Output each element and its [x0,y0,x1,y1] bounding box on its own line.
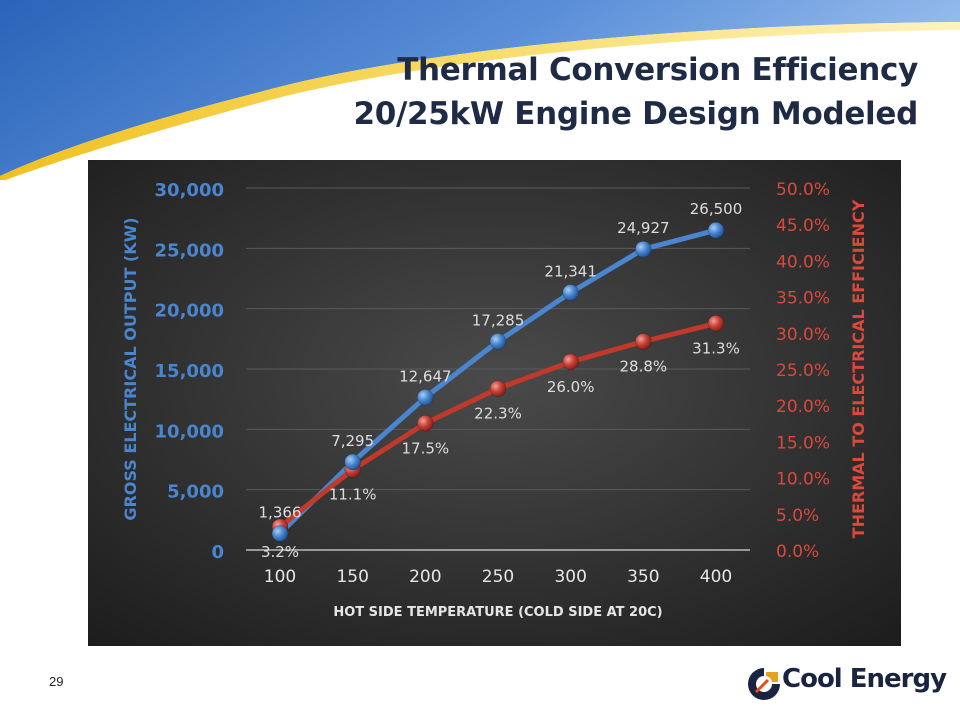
x-axis-tick-label: 100 [264,567,296,587]
efficiency-data-point [417,415,434,432]
efficiency-chart: 0 5,000 10,000 15,000 20,000 25,000 30,000 0.0… [88,160,901,646]
efficiency-data-label: 28.8% [620,357,668,375]
x-axis-tick-label: 250 [482,567,514,587]
right-axis-tick-label: 10.0% [776,470,830,490]
right-axis-tick-label: 25.0% [776,361,830,381]
efficiency-data-label: 31.3% [692,339,740,357]
page-number: 29 [49,674,64,689]
right-axis-tick-label: 5.0% [776,506,819,526]
left-axis-tick-label: 0 [211,542,224,563]
left-axis-tick-label: 25,000 [155,240,224,261]
right-axis-tick-label: 15.0% [776,433,830,453]
slide-title-line-2: 20/25kW Engine Design Modeled [353,96,918,132]
left-axis-tick-label: 10,000 [155,421,224,442]
y-axis-label: GROSS ELECTRICAL OUTPUT (KW) [121,217,140,520]
output-data-label: 24,927 [617,219,670,237]
header-banner [0,0,960,180]
chart-area: 0 5,000 10,000 15,000 20,000 25,000 30,000 0.0… [88,160,901,646]
left-axis-tick-label: 5,000 [167,482,224,503]
efficiency-data-label: 3.2% [261,543,299,561]
left-axis-tick-label: 15,000 [155,361,224,382]
left-axis-tick-label: 30,000 [155,180,224,201]
output-data-label: 1,366 [259,504,302,522]
output-data-point [635,240,652,258]
x-axis-tick-label: 300 [554,567,586,587]
output-data-label: 12,647 [399,367,452,385]
left-axis-tick-label: 20,000 [155,301,224,322]
right-axis-tick-label: 30.0% [776,325,830,345]
output-data-label: 7,295 [331,432,374,450]
output-data-label: 26,500 [690,200,743,218]
output-data-point [562,284,579,301]
slide-title-line-1: Thermal Conversion Efficiency [397,52,918,88]
output-data-point [271,525,289,542]
output-data-point [489,333,507,350]
efficiency-data-point [489,380,507,397]
output-data-point [417,389,434,406]
x-axis-tick-label: 350 [627,567,659,587]
right-axis-tick-label: 20.0% [776,397,830,417]
company-logo: Cool Energy [744,662,947,706]
logo-mark-icon [748,668,780,700]
right-axis-tick-label: 50.0% [776,180,830,200]
efficiency-data-point [707,315,725,332]
output-data-point [344,453,361,471]
efficiency-data-label: 22.3% [474,405,522,423]
x-axis-tick-label: 400 [700,567,732,587]
efficiency-data-point [562,353,579,371]
efficiency-data-label: 11.1% [329,486,377,504]
y2-axis-label: THERMAL TO ELECTRICAL EFFICIENCY [849,199,868,538]
efficiency-data-label: 17.5% [402,439,450,457]
efficiency-data-point [635,333,652,350]
right-axis-tick-label: 0.0% [776,542,819,562]
efficiency-data-label: 26.0% [547,378,595,396]
logo-text: Cool Energy [782,664,947,694]
x-axis-label: HOT SIDE TEMPERATURE (COLD SIDE AT 20C) [333,605,662,620]
x-axis-tick-label: 150 [336,567,368,587]
output-data-label: 17,285 [472,311,525,329]
output-data-point [707,221,725,239]
right-axis-tick-label: 35.0% [776,289,830,309]
right-axis-tick-label: 45.0% [776,216,830,236]
right-axis-tick-label: 40.0% [776,252,830,272]
x-axis-tick-label: 200 [409,567,441,587]
plot-background [88,160,901,646]
output-data-label: 21,341 [544,262,597,280]
